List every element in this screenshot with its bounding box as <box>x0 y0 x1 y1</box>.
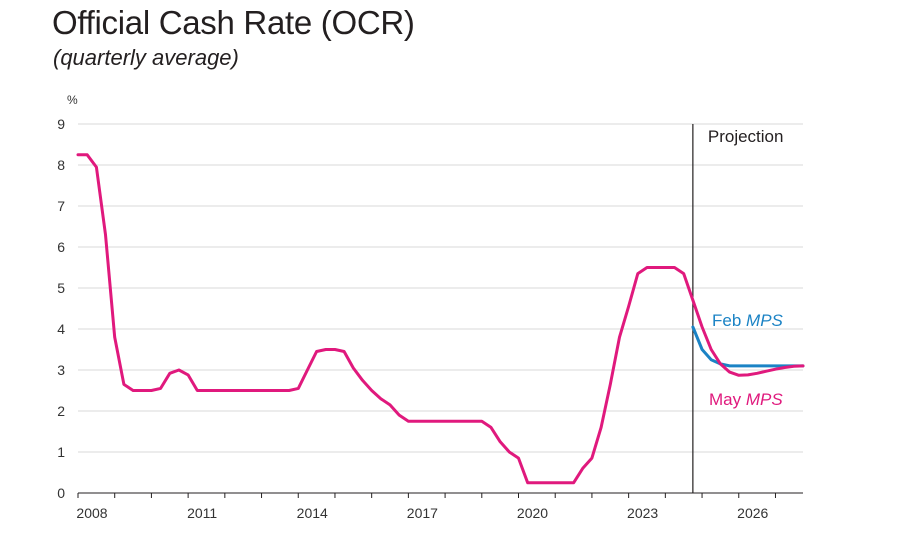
y-tick-label-1: 1 <box>57 444 65 460</box>
y-tick-label-5: 5 <box>57 280 65 296</box>
y-axis-unit: % <box>67 93 78 107</box>
may-mps-label: May MPS <box>709 390 783 409</box>
chart-subtitle: (quarterly average) <box>53 45 239 70</box>
x-tick-label-2011: 2011 <box>187 505 217 521</box>
x-tick-label-2020: 2020 <box>517 505 548 521</box>
series-line-feb-mps <box>691 325 805 368</box>
feb-mps-label: Feb MPS <box>712 311 784 330</box>
x-tick-label-2017: 2017 <box>407 505 438 521</box>
y-tick-label-9: 9 <box>57 116 65 132</box>
y-tick-label-3: 3 <box>57 362 65 378</box>
y-tick-label-8: 8 <box>57 157 65 173</box>
may-mps-label-italic: MPS <box>746 390 784 409</box>
y-tick-label-4: 4 <box>57 321 65 337</box>
x-tick-label-2023: 2023 <box>627 505 658 521</box>
x-axis <box>77 492 803 498</box>
y-tick-label-7: 7 <box>57 198 65 214</box>
x-tick-label-2008: 2008 <box>76 505 107 521</box>
chart-title: Official Cash Rate (OCR) <box>52 4 415 41</box>
x-axis-ticks: 2008 2011 2014 2017 2020 2023 2026 <box>76 505 768 521</box>
y-tick-label-0: 0 <box>57 485 65 501</box>
y-tick-label-6: 6 <box>57 239 65 255</box>
x-tick-label-2026: 2026 <box>737 505 768 521</box>
y-tick-label-2: 2 <box>57 403 65 419</box>
series-lines <box>76 153 805 485</box>
series-line-may-mps <box>76 153 805 485</box>
x-tick-label-2014: 2014 <box>297 505 328 521</box>
projection-label: Projection <box>708 127 784 146</box>
may-mps-label-plain: May <box>709 390 746 409</box>
y-axis-ticks: 0 1 2 3 4 5 6 7 8 9 <box>57 116 65 501</box>
grid-lines <box>78 123 803 453</box>
feb-mps-label-italic: MPS <box>746 311 784 330</box>
feb-mps-label-plain: Feb <box>712 311 746 330</box>
